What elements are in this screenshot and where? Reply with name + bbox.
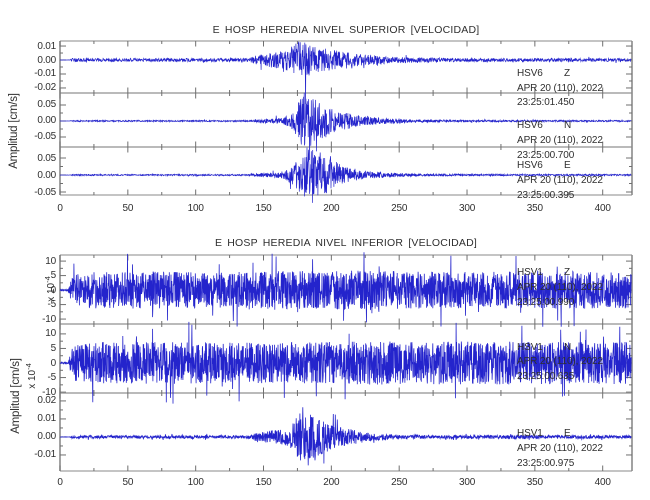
x-tick-label: 400 (594, 202, 611, 214)
y-tick-label: -0.02 (34, 82, 56, 94)
x-tick-label: 150 (255, 202, 272, 214)
x-tick-label: 350 (526, 202, 543, 214)
y-tick-label: -0.05 (34, 131, 56, 143)
panel-title-superior: E HOSP HEREDIA NIVEL SUPERIOR [VELOCIDAD… (212, 24, 480, 36)
waveform-trace-HSV1-N (59, 321, 632, 404)
y-tick-label: 0.02 (37, 395, 56, 407)
trace-annotation-time: 23:25:00.975 (517, 458, 575, 469)
x-tick-label: 300 (458, 202, 476, 214)
trace-annotation-date: APR 20 (110), 2022 (517, 135, 603, 146)
trace-annotation-time: 23:25:00.635 (517, 371, 575, 382)
trace-annotation-time: 23:25:00.700 (517, 150, 575, 161)
station-code: HSV1 (517, 342, 543, 353)
station-code: HSV6 (517, 68, 543, 79)
y-tick-label: 10 (45, 328, 56, 340)
trace-annotation-station: HSV6 Z (517, 68, 570, 80)
x-tick-label: 300 (458, 476, 476, 488)
component-code: Z (564, 267, 571, 278)
y-tick-label: -10 (42, 313, 56, 325)
x-tick-label: 100 (187, 202, 204, 214)
station-code: HSV6 (517, 160, 543, 171)
y-tick-label: 0.00 (37, 169, 56, 181)
component-code: N (564, 120, 572, 131)
trace-annotation-time: 23:25:00.990 (517, 297, 575, 308)
y-tick-label: 0 (50, 284, 57, 296)
station-code: HSV6 (517, 120, 543, 131)
y-tick-label: -0.01 (34, 449, 56, 461)
seismogram-panel-inferior (59, 252, 633, 472)
y-tick-label: 0.00 (37, 431, 56, 443)
y-tick-label: -0.05 (34, 186, 56, 198)
trace-annotation-station: HSV6 N (517, 120, 571, 132)
y-tick-label: 0.00 (37, 115, 56, 127)
x-tick-label: 350 (526, 476, 543, 488)
trace-annotation-station: HSV1 E (517, 428, 571, 440)
y-tick-label: -10 (42, 386, 56, 398)
waveform-trace-HSV1-Z (59, 252, 632, 327)
trace-annotation-time: 23:25:00.395 (517, 190, 575, 201)
y-tick-label: -0.01 (34, 68, 56, 80)
x-tick-label: 250 (391, 202, 408, 214)
component-code: E (564, 160, 571, 171)
trace-annotation-station: HSV6 E (517, 160, 571, 172)
station-code: HSV1 (517, 267, 543, 278)
trace-annotation-date: APR 20 (110), 2022 (517, 175, 603, 186)
component-code: Z (564, 68, 571, 79)
waveform-trace-HSV1-E (59, 407, 632, 466)
x-tick-label: 50 (122, 476, 134, 488)
y-tick-label: 0.00 (37, 54, 56, 66)
trace-annotation-time: 23:25:01.450 (517, 97, 575, 108)
trace-annotation-station: HSV1 N (517, 342, 571, 354)
x-tick-label: 200 (323, 202, 340, 214)
x-tick-label: 250 (391, 476, 408, 488)
y-tick-label: 5 (50, 270, 57, 282)
x-tick-label: 0 (57, 476, 63, 488)
trace-annotation-date: APR 20 (110), 2022 (517, 443, 603, 454)
y-tick-label: 0.05 (37, 99, 56, 111)
x-tick-label: 100 (187, 476, 204, 488)
trace-annotation-date: APR 20 (110), 2022 (517, 282, 603, 293)
y-tick-label: 5 (50, 342, 57, 354)
x-tick-label: 200 (323, 476, 340, 488)
y-tick-label: -5 (47, 299, 57, 311)
component-code: N (564, 342, 572, 353)
trace-annotation-date: APR 20 (110), 2022 (517, 356, 603, 367)
y-tick-label: -5 (47, 372, 57, 384)
x-tick-label: 150 (255, 476, 272, 488)
y-tick-label: 0 (50, 357, 57, 369)
y-tick-label: 0.01 (37, 40, 56, 52)
station-code: HSV1 (517, 428, 543, 439)
waveform-trace-HSV6-E (59, 147, 632, 203)
panel-title-inferior: E HOSP HEREDIA NIVEL INFERIOR [VELOCIDAD… (214, 237, 478, 249)
x-tick-label: 50 (122, 202, 134, 214)
x-tick-label: 0 (57, 202, 63, 214)
y-tick-label: 0.01 (37, 413, 56, 425)
x-tick-label: 400 (594, 476, 611, 488)
seismogram-panel-superior (59, 40, 633, 203)
trace-annotation-date: APR 20 (110), 2022 (517, 83, 603, 94)
trace-annotation-station: HSV1 Z (517, 267, 570, 279)
y-tick-label: 0.05 (37, 152, 56, 164)
waveform-trace-HSV6-Z (59, 41, 632, 105)
component-code: E (564, 428, 571, 439)
y-tick-label: 10 (45, 255, 56, 267)
waveform-trace-HSV6-N (59, 92, 632, 161)
